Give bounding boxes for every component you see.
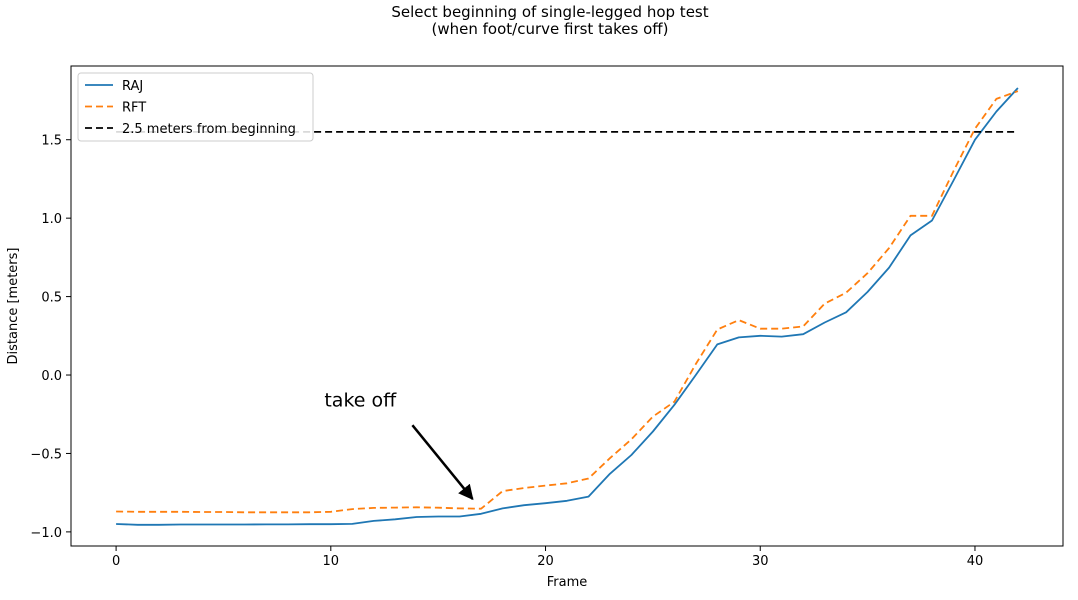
ticks-layer: 0 10 20 30 40 −1.0 −0.5 0.0 0.5 1.0 1.5 (30, 134, 983, 569)
y-tick-label: 0.5 (41, 291, 62, 306)
legend-box (77, 72, 314, 142)
y-tick-label: −1.0 (30, 526, 62, 541)
y-tick-label: −0.5 (30, 447, 62, 462)
y-axis-label: Distance [meters] (6, 248, 21, 365)
series-line-1 (116, 90, 1019, 514)
x-tick-label: 20 (537, 554, 554, 569)
series-layer (116, 87, 1019, 526)
x-tick-label: 10 (323, 554, 340, 569)
legend-label: 2.5 meters from beginning (122, 122, 296, 137)
annotation-text: take off (324, 389, 397, 411)
y-tick-label: 0.0 (41, 369, 62, 384)
legend-label: RAJ (122, 79, 143, 94)
x-tick-label: 30 (752, 554, 769, 569)
legend: RAJ RFT 2.5 meters from beginning (77, 72, 314, 142)
x-tick-label: 0 (112, 554, 120, 569)
chart-subtitle: (when foot/curve first takes off) (432, 20, 669, 38)
series-line-0 (116, 87, 1019, 526)
legend-label: RFT (122, 101, 146, 116)
axes-frame (70, 65, 1064, 547)
x-tick-label: 40 (967, 554, 984, 569)
annotation-arrow (411, 424, 474, 501)
y-tick-label: 1.0 (41, 212, 62, 227)
x-axis-label: Frame (547, 575, 588, 590)
chart-title: Select beginning of single-legged hop te… (391, 3, 708, 21)
y-tick-label: 1.5 (41, 134, 62, 149)
annotation-layer: take off (324, 389, 474, 501)
